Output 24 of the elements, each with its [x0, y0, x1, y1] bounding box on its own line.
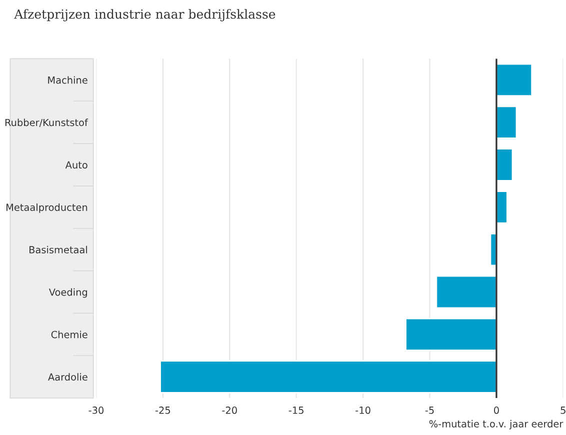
- x-tick-label: -15: [288, 406, 304, 414]
- x-tick-label: -20: [222, 406, 237, 414]
- bar: [160, 360, 498, 394]
- chart-title: Afzetprijzen industrie naar bedrijfsklasse: [14, 9, 276, 22]
- y-tick-label: Voeding: [48, 288, 87, 298]
- y-tick-label: Rubber/Kunststof: [5, 118, 88, 127]
- x-tick-label: -10: [356, 406, 370, 414]
- y-tick-label: Machine: [48, 76, 88, 84]
- y-tick-label: Auto: [65, 161, 88, 169]
- bar: [496, 63, 533, 97]
- y-tick-label: Chemie: [51, 330, 88, 338]
- bar: [405, 318, 498, 352]
- x-tick-label: 0: [494, 406, 499, 414]
- bar: [496, 106, 518, 139]
- x-tick-label: -30: [88, 406, 104, 414]
- y-tick-label: Basismetaal: [30, 246, 87, 254]
- y-tick-label: Metaalproducten: [6, 203, 88, 213]
- x-axis-title: %-mutatie t.o.v. jaar eerder: [429, 420, 564, 430]
- x-tick-label: 5: [560, 406, 566, 414]
- bar: [496, 148, 514, 182]
- bar: [436, 275, 498, 309]
- y-tick-label: Aardolie: [48, 373, 88, 381]
- x-tick-label: -25: [155, 406, 170, 414]
- x-tick-label: -5: [425, 406, 434, 414]
